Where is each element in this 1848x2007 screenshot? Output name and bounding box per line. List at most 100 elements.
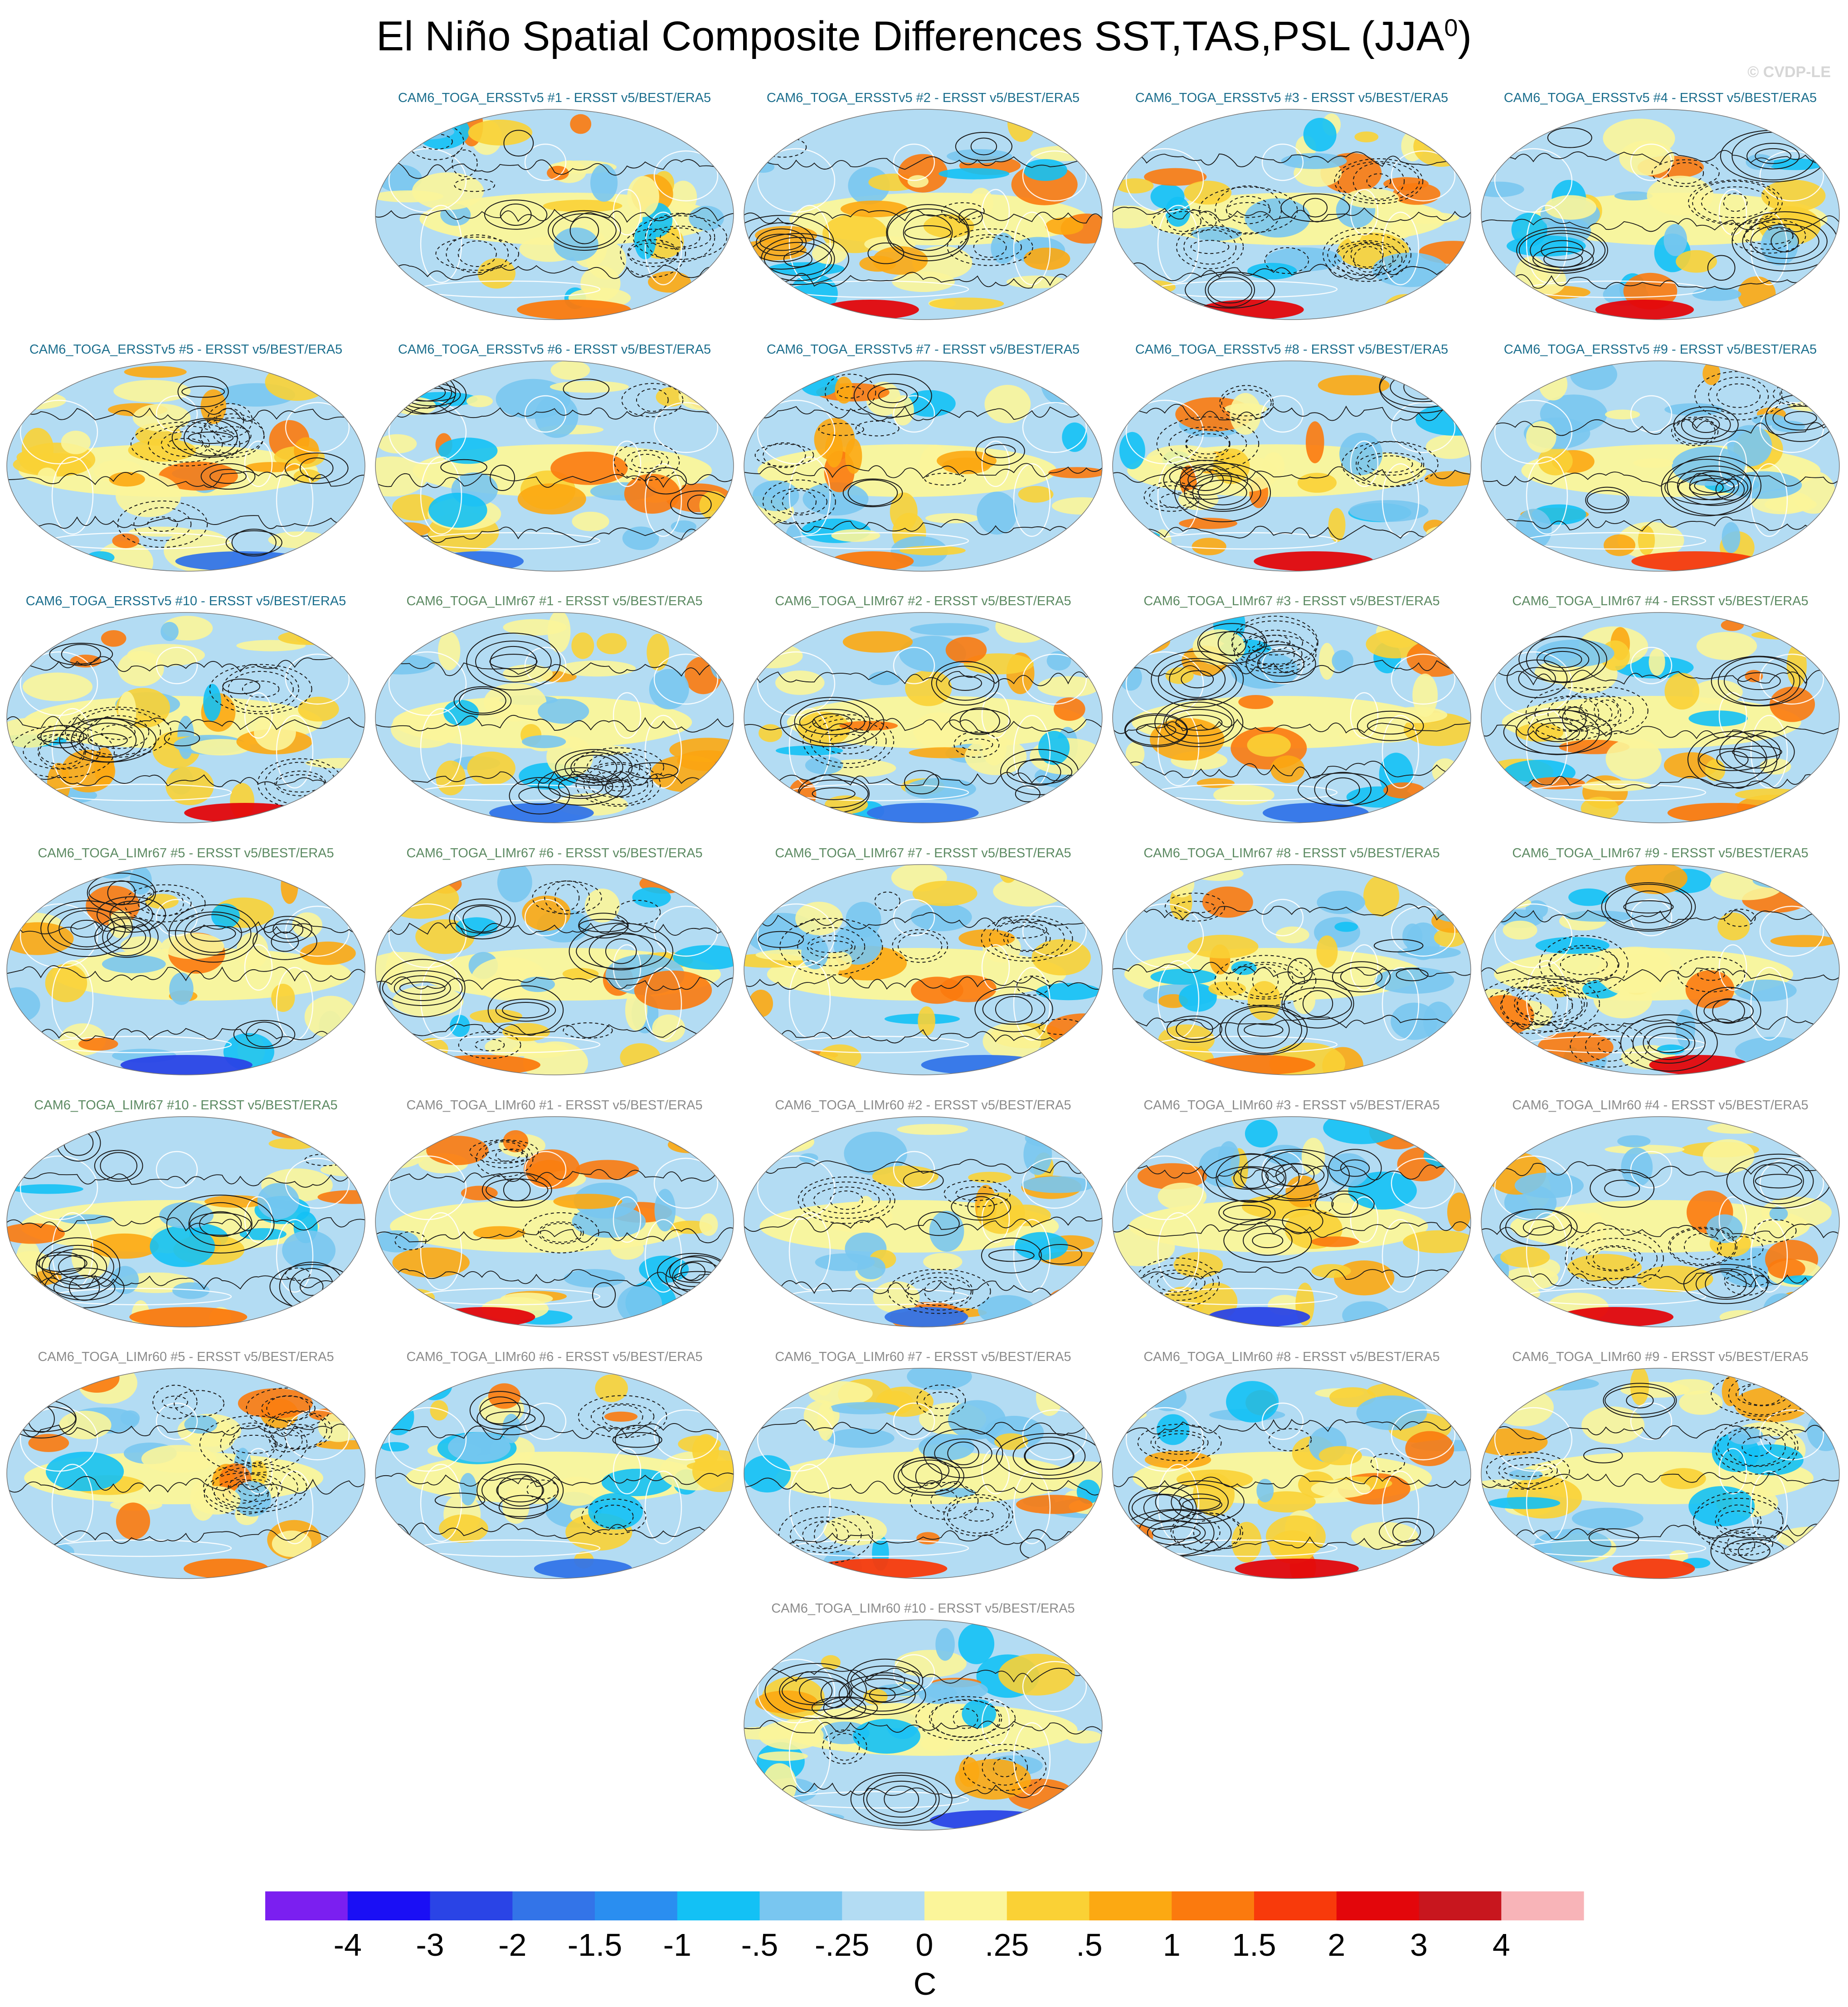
psl-contour-negative [1252,967,1279,995]
coastline [1630,143,1673,181]
psl-contour-positive [799,709,866,735]
anomaly-patch [590,164,618,202]
anomaly-patch [758,547,791,571]
coastline [1494,148,1573,213]
coastline [653,905,719,957]
psl-contour-positive [1697,736,1767,783]
psl-contour-negative [200,413,265,458]
psl-contour-positive [615,1424,660,1455]
psl-contour-positive [1192,475,1253,510]
anomaly-patch [588,1493,643,1530]
map-globe [1481,1368,1840,1579]
coastline [1157,1212,1200,1291]
psl-contour-negative [1741,1437,1772,1457]
psl-contour-positive [200,463,256,490]
anomaly-patch [90,1233,159,1259]
anomaly-patch [1696,632,1757,660]
anomaly-patch [1633,458,1673,468]
map-panel: CAM6_TOGA_LIMr67 #4 - ERSST v5/BEST/ERA5 [1477,594,1844,830]
psl-contour-zero [7,1529,365,1545]
anomaly-patch [1048,1288,1095,1312]
psl-contour-positive [199,1211,242,1237]
anomaly-patch [428,492,487,528]
psl-contour-positive [936,666,995,701]
anomaly-patch [415,1038,448,1060]
psl-contour-negative [242,680,280,698]
anomaly-patch [1060,1047,1102,1074]
psl-contour-positive [495,998,556,1022]
psl-contour-positive [1392,1521,1421,1543]
colorbar-tick-label: -.25 [815,1927,870,1963]
anomaly-patch [1492,1388,1554,1427]
coastline [1381,1219,1420,1293]
psl-contour-negative [117,501,208,548]
figure-title-superscript: 0 [1444,14,1458,42]
psl-contour-positive [1216,1153,1287,1203]
anomaly-patch [835,376,853,404]
anomaly-patch [1806,380,1837,406]
psl-contour-positive [498,1495,548,1519]
map-globe [1481,864,1840,1075]
psl-contour-negative [943,1180,1011,1207]
psl-contour-positive [509,777,570,815]
colorbar-swatch [1089,1891,1172,1920]
anomaly-patch [1127,1294,1167,1312]
psl-contour-negative [152,1385,198,1419]
anomaly-patch [634,970,712,1010]
anomaly-patch [1526,421,1556,453]
map-globe [6,612,365,823]
psl-contour-zero [1481,1523,1839,1540]
map-globe [6,360,365,572]
psl-contour-negative [394,1231,427,1250]
psl-contour-positive [300,1277,324,1296]
map-panel-title: CAM6_TOGA_LIMr60 #2 - ERSST v5/BEST/ERA5 [775,1098,1071,1113]
anomaly-patch [1247,733,1291,757]
psl-contour-negative [458,1031,521,1059]
anomaly-patch [604,1411,638,1422]
psl-contour-zero [1113,1164,1471,1182]
anomaly-patch [45,964,88,1002]
globe-outline [744,1116,1103,1327]
psl-contour-zero [7,716,365,730]
coastline [613,692,642,739]
coastline [653,150,719,202]
psl-contour-positive [1328,1149,1382,1187]
map-panel: CAM6_TOGA_ERSSTv5 #4 - ERSST v5/BEST/ERA… [1477,91,1844,326]
map-panel: CAM6_TOGA_ERSSTv5 #5 - ERSST v5/BEST/ERA… [2,342,370,578]
psl-contour-positive [1181,670,1214,689]
anomaly-patch [522,895,571,931]
coastline [644,463,682,537]
psl-contour-positive [486,1178,549,1201]
anomaly-patch [649,669,689,709]
psl-contour-zero [1481,419,1839,436]
coastline [51,708,94,787]
anomaly-patch [1150,969,1216,985]
anomaly-patch [1516,509,1552,550]
psl-contour-positive [1233,1167,1269,1189]
psl-contour-positive [440,459,487,476]
anomaly-patch [29,547,65,559]
coastline [1350,692,1379,739]
psl-contour-zero [375,662,734,677]
anomaly-patch [1226,1381,1279,1423]
psl-contour-negative [1190,240,1230,254]
anomaly-patch [935,1628,955,1661]
anomaly-patch [1734,979,1797,1002]
psl-contour-positive [394,975,451,1001]
coastline [1350,440,1379,487]
psl-contour-negative [771,488,828,515]
anomaly-patch [265,363,329,401]
psl-contour-positive [299,457,334,479]
psl-contour-negative [1003,926,1051,951]
anomaly-patch [459,1473,477,1506]
psl-contour-positive [477,1463,564,1517]
map-panel-title: CAM6_TOGA_LIMr67 #10 - ERSST v5/BEST/ERA… [34,1098,338,1113]
psl-contour-positive [1284,987,1352,1020]
map-panel: CAM6_TOGA_LIMr60 #4 - ERSST v5/BEST/ERA5 [1477,1098,1844,1334]
map-panel-title: CAM6_TOGA_LIMr67 #3 - ERSST v5/BEST/ERA5 [1143,594,1440,608]
psl-contour-negative [1727,1427,1786,1467]
coastline [1261,395,1304,433]
psl-contour-positive [1237,1011,1290,1049]
globe-outline [6,360,365,572]
anomaly-patch [905,670,952,706]
